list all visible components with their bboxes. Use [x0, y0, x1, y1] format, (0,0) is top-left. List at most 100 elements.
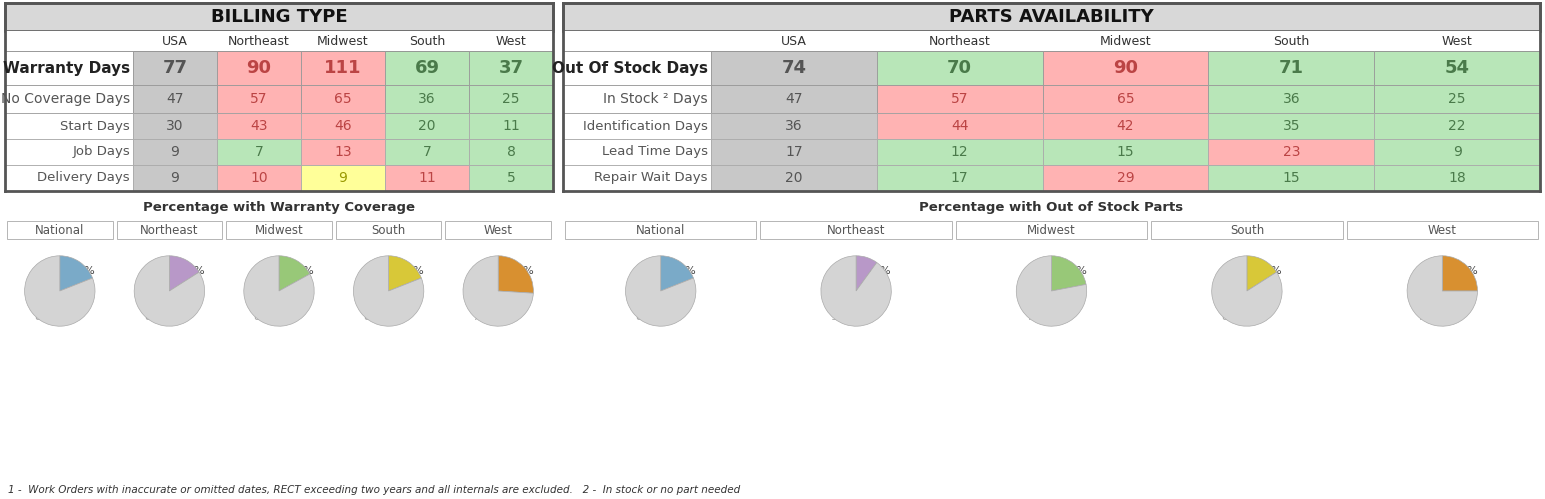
- Bar: [216, 165, 301, 191]
- Bar: [711, 85, 878, 113]
- Text: 42: 42: [1117, 119, 1134, 133]
- Text: Out Of Stock Days: Out Of Stock Days: [552, 60, 708, 75]
- Text: 47: 47: [167, 92, 184, 106]
- Bar: [470, 51, 553, 85]
- Text: 37: 37: [499, 59, 524, 77]
- Text: 46: 46: [334, 119, 352, 133]
- Bar: [1043, 51, 1208, 85]
- Bar: [1374, 85, 1540, 113]
- Text: 30: 30: [167, 119, 184, 133]
- Bar: [711, 113, 878, 139]
- Text: South: South: [371, 224, 406, 237]
- Text: 5: 5: [507, 171, 516, 185]
- Wedge shape: [25, 256, 94, 326]
- Text: 11: 11: [502, 119, 519, 133]
- Text: South: South: [1230, 224, 1264, 237]
- Text: 12: 12: [950, 145, 969, 159]
- Text: 20: 20: [419, 119, 436, 133]
- Bar: [1208, 51, 1374, 85]
- Bar: [1043, 165, 1208, 191]
- Text: West: West: [1441, 34, 1472, 47]
- Text: South: South: [409, 34, 445, 47]
- Text: 7: 7: [423, 145, 431, 159]
- Text: National: National: [36, 224, 85, 237]
- Wedge shape: [856, 256, 878, 291]
- Text: 84%: 84%: [144, 312, 168, 322]
- Bar: [760, 221, 952, 239]
- Bar: [562, 113, 711, 139]
- Text: 26%: 26%: [510, 266, 535, 276]
- Bar: [8, 221, 113, 239]
- Text: Northeast: Northeast: [827, 224, 885, 237]
- Wedge shape: [60, 256, 93, 291]
- Text: 44: 44: [952, 119, 969, 133]
- Bar: [1043, 113, 1208, 139]
- Bar: [470, 139, 553, 165]
- Bar: [216, 139, 301, 165]
- Bar: [216, 85, 301, 113]
- Bar: [301, 85, 385, 113]
- Text: 90: 90: [1112, 59, 1139, 77]
- Bar: [116, 221, 222, 239]
- Wedge shape: [464, 256, 533, 326]
- Bar: [1208, 85, 1374, 113]
- Text: No Coverage Days: No Coverage Days: [2, 92, 130, 106]
- Bar: [216, 51, 301, 85]
- Bar: [562, 113, 1540, 115]
- Text: 90%: 90%: [831, 312, 856, 322]
- Wedge shape: [626, 256, 695, 326]
- Text: National: National: [637, 224, 686, 237]
- Bar: [301, 51, 385, 85]
- Bar: [562, 51, 1540, 52]
- Text: 7: 7: [255, 145, 263, 159]
- Bar: [5, 51, 553, 52]
- Bar: [445, 221, 552, 239]
- Bar: [5, 113, 553, 115]
- Text: 78%: 78%: [1026, 312, 1051, 322]
- Text: West: West: [484, 224, 513, 237]
- Text: 13: 13: [334, 145, 352, 159]
- Text: 90: 90: [247, 59, 272, 77]
- Bar: [470, 165, 553, 191]
- Text: Lead Time Days: Lead Time Days: [603, 146, 708, 159]
- Text: Percentage with Out of Stock Parts: Percentage with Out of Stock Parts: [919, 201, 1183, 214]
- Text: Midwest: Midwest: [1100, 34, 1151, 47]
- Bar: [711, 165, 878, 191]
- Text: 9: 9: [338, 171, 348, 185]
- Wedge shape: [661, 256, 694, 291]
- Bar: [470, 113, 553, 139]
- Text: 10: 10: [250, 171, 267, 185]
- Text: 22%: 22%: [1063, 266, 1088, 276]
- Wedge shape: [497, 256, 533, 293]
- Bar: [5, 3, 553, 31]
- Text: 10%: 10%: [867, 266, 891, 276]
- Bar: [226, 221, 332, 239]
- Wedge shape: [280, 256, 311, 291]
- Text: 83%: 83%: [253, 312, 278, 322]
- Text: 43: 43: [250, 119, 267, 133]
- Text: 23: 23: [1282, 145, 1299, 159]
- Wedge shape: [170, 256, 199, 291]
- Text: West: West: [1428, 224, 1457, 237]
- Text: Start Days: Start Days: [60, 119, 130, 133]
- Text: BILLING TYPE: BILLING TYPE: [210, 8, 348, 26]
- Text: In Stock ² Days: In Stock ² Days: [604, 92, 708, 106]
- Bar: [470, 85, 553, 113]
- Text: 111: 111: [324, 59, 362, 77]
- Bar: [565, 221, 757, 239]
- Bar: [956, 221, 1148, 239]
- Text: 9: 9: [1452, 145, 1462, 159]
- Text: Midwest: Midwest: [1027, 224, 1075, 237]
- Text: 65: 65: [1117, 92, 1134, 106]
- Text: 8: 8: [507, 145, 516, 159]
- Wedge shape: [1211, 256, 1282, 326]
- Text: Warranty Days: Warranty Days: [3, 60, 130, 75]
- Bar: [301, 165, 385, 191]
- Text: 25: 25: [502, 92, 519, 106]
- Text: 16%: 16%: [1258, 266, 1282, 276]
- Bar: [1374, 51, 1540, 85]
- Text: USA: USA: [162, 34, 188, 47]
- Text: 57: 57: [952, 92, 969, 106]
- Bar: [562, 3, 1540, 31]
- Wedge shape: [389, 256, 422, 291]
